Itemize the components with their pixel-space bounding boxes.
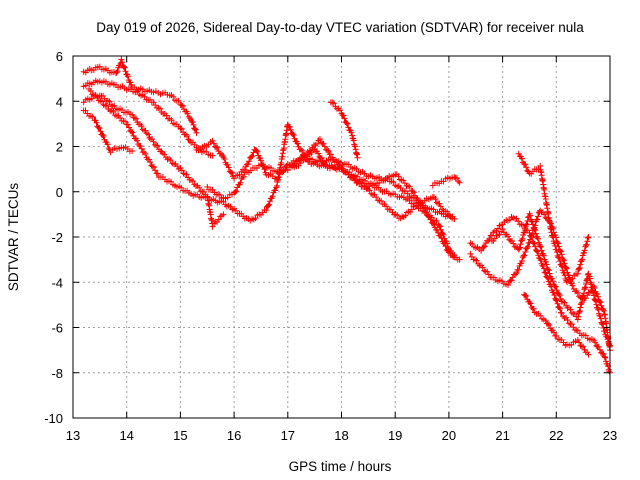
data-point-markers <box>467 213 613 376</box>
chart-title: Day 019 of 2026, Sidereal Day-to-day VTE… <box>96 20 584 35</box>
x-tick-label: 13 <box>66 428 80 443</box>
y-tick-labels: -10 -8 -6 -4 -2 0 2 4 6 <box>44 49 63 426</box>
data-point-markers <box>80 56 200 136</box>
x-tick-label: 18 <box>334 428 348 443</box>
x-tick-label: 22 <box>549 428 563 443</box>
data-point-markers <box>327 99 361 161</box>
x-tick-label: 15 <box>173 428 187 443</box>
series-track-11 <box>467 213 613 376</box>
series-track-1 <box>80 56 200 136</box>
data-point-markers <box>429 174 463 189</box>
series-track-5 <box>86 86 458 261</box>
data-markers <box>80 56 613 376</box>
x-tick-label: 20 <box>442 428 456 443</box>
x-tick-label: 17 <box>281 428 295 443</box>
y-tick-label: -4 <box>51 275 63 290</box>
series-track-14 <box>515 150 592 285</box>
data-point-markers <box>290 136 463 263</box>
data-point-markers <box>515 150 592 285</box>
y-tick-label: -6 <box>51 321 63 336</box>
data-point-markers <box>80 107 136 156</box>
x-tick-label: 23 <box>603 428 617 443</box>
data-point-markers <box>488 210 613 349</box>
x-tick-label: 16 <box>227 428 241 443</box>
y-tick-label: 4 <box>56 94 63 109</box>
series-track-9 <box>327 99 361 161</box>
x-tick-label: 19 <box>388 428 402 443</box>
x-tick-labels: 13 14 15 16 17 18 19 20 21 22 23 <box>66 428 617 443</box>
data-point-markers <box>521 291 592 358</box>
data-point-markers <box>86 86 458 261</box>
series-track-15 <box>521 291 592 358</box>
series-track-8 <box>290 136 463 263</box>
x-tick-label: 21 <box>495 428 509 443</box>
y-tick-label: 2 <box>56 140 63 155</box>
x-tick-label: 14 <box>119 428 133 443</box>
series-track-4 <box>80 107 136 156</box>
y-axis-label: SDTVAR / TECUs <box>6 183 21 292</box>
y-tick-label: -10 <box>44 411 63 426</box>
x-axis-label: GPS time / hours <box>289 459 392 474</box>
y-tick-label: -2 <box>51 230 63 245</box>
axis-ticks <box>72 55 611 419</box>
y-tick-label: 6 <box>56 49 63 64</box>
y-tick-label: 0 <box>56 185 63 200</box>
y-tick-label: -8 <box>51 366 63 381</box>
series-track-10 <box>429 174 463 189</box>
series-track-13 <box>488 210 613 349</box>
